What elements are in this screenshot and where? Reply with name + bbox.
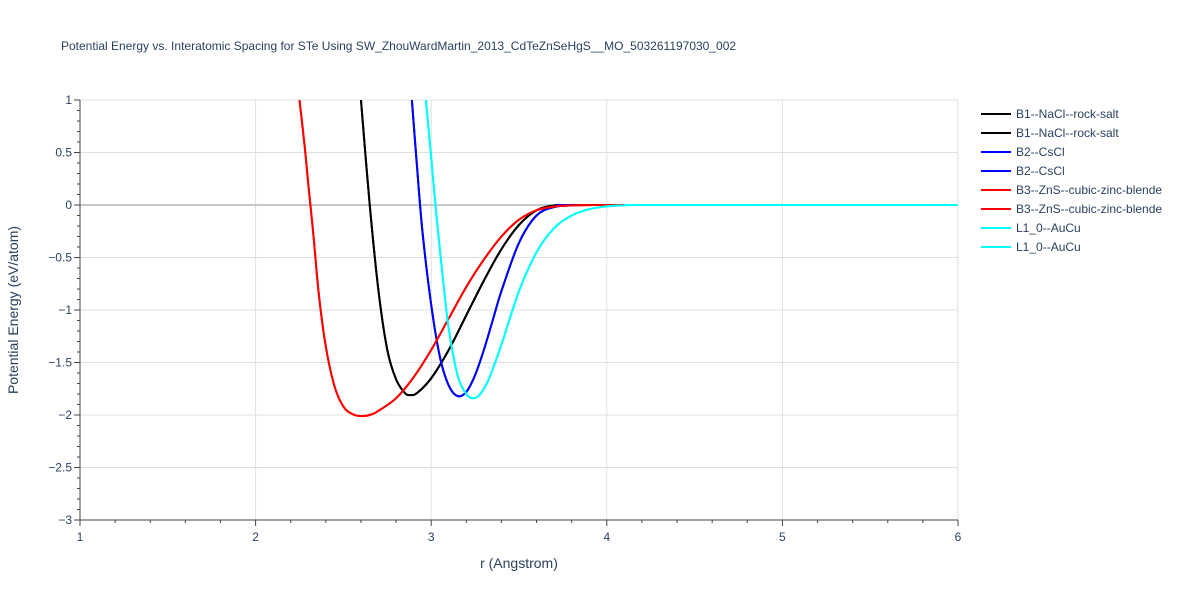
x-tick-label: 5 [779,530,786,544]
y-tick-label: 0.5 [55,146,72,160]
series-line-4 [298,100,958,418]
y-tick-label: 0 [65,198,72,212]
legend-label: L1_0--AuCu [1016,221,1081,235]
series-line-6 [424,100,958,400]
x-tick-label: 2 [252,530,259,544]
legend-item[interactable]: L1_0--AuCu [981,221,1081,235]
series-line-2 [410,100,958,398]
y-tick-label: −2 [58,408,72,422]
y-tick-label: 1 [65,93,72,107]
series-line-3 [410,100,958,398]
legend[interactable]: B1--NaCl--rock-salt B1--NaCl--rock-salt B2… [981,107,1162,254]
legend-label: B3--ZnS--cubic-zinc-blende [1016,183,1162,197]
x-tick-label: 3 [428,530,435,544]
series-line-7 [424,100,958,400]
y-axis-label: Potential Energy (eV/atom) [5,226,21,394]
y-tick-label: −1 [58,303,72,317]
series-lines [298,100,958,418]
legend-label: B3--ZnS--cubic-zinc-blende [1016,202,1162,216]
y-tick-label: −1.5 [48,356,72,370]
tick-labels: 1 2 3 4 5 6 1 0.5 0 −0.5 −1 −1.5 −2 −2.5 −3 [48,93,961,544]
legend-item[interactable]: B2--CsCl [981,145,1065,159]
series-line-0 [359,100,958,397]
legend-label: B2--CsCl [1016,145,1065,159]
legend-item[interactable]: B3--ZnS--cubic-zinc-blende [981,202,1162,216]
y-tick-label: −3 [58,513,72,527]
axes [74,99,959,526]
legend-item[interactable]: B1--NaCl--rock-salt [981,107,1119,121]
series-line-5 [298,100,958,418]
series-line-1 [359,100,958,397]
legend-label: B2--CsCl [1016,164,1065,178]
legend-label: L1_0--AuCu [1016,240,1081,254]
legend-item[interactable]: B1--NaCl--rock-salt [981,126,1119,140]
x-axis-label: r (Angstrom) [480,555,558,571]
x-tick-label: 4 [603,530,610,544]
legend-item[interactable]: B2--CsCl [981,164,1065,178]
legend-item[interactable]: L1_0--AuCu [981,240,1081,254]
legend-item[interactable]: B3--ZnS--cubic-zinc-blende [981,183,1162,197]
grid-lines [79,99,959,521]
chart-title: Potential Energy vs. Interatomic Spacing… [61,39,736,53]
legend-label: B1--NaCl--rock-salt [1016,107,1119,121]
y-tick-label: −2.5 [48,461,72,475]
y-tick-label: −0.5 [48,251,72,265]
x-tick-label: 6 [955,530,962,544]
legend-label: B1--NaCl--rock-salt [1016,126,1119,140]
x-tick-label: 1 [77,530,84,544]
